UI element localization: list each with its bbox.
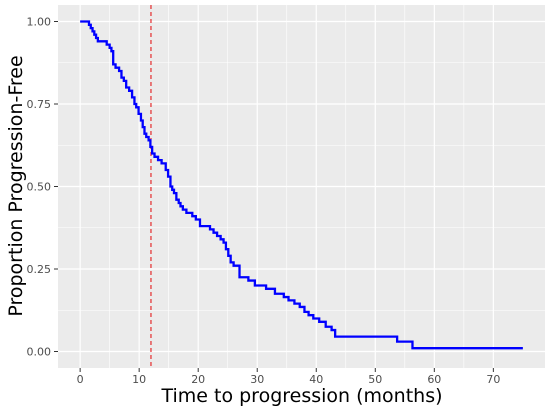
y-axis-ticks: 0.00 0.25 0.50 0.75 1.00 — [27, 16, 58, 359]
x-axis-ticks: 0 10 20 30 40 50 60 70 — [77, 368, 500, 386]
major-gridlines — [58, 5, 545, 368]
x-tick-label: 20 — [191, 373, 205, 386]
x-tick-label: 50 — [368, 373, 382, 386]
y-tick-label: 0.50 — [27, 181, 52, 194]
y-tick-label: 0.25 — [27, 263, 52, 276]
y-axis-title: Proportion Progression-Free — [5, 55, 27, 316]
survival-curve — [80, 20, 523, 350]
y-tick-label: 0.00 — [27, 346, 52, 359]
x-tick-label: 40 — [309, 373, 323, 386]
x-tick-label: 0 — [77, 373, 84, 386]
y-tick-label: 1.00 — [27, 16, 52, 29]
series-layer — [80, 20, 523, 350]
x-tick-label: 30 — [250, 373, 264, 386]
x-tick-label: 70 — [486, 373, 500, 386]
y-tick-label: 0.75 — [27, 98, 52, 111]
x-axis-title: Time to progression (months) — [160, 385, 442, 407]
x-tick-label: 10 — [132, 373, 146, 386]
x-tick-label: 60 — [427, 373, 441, 386]
